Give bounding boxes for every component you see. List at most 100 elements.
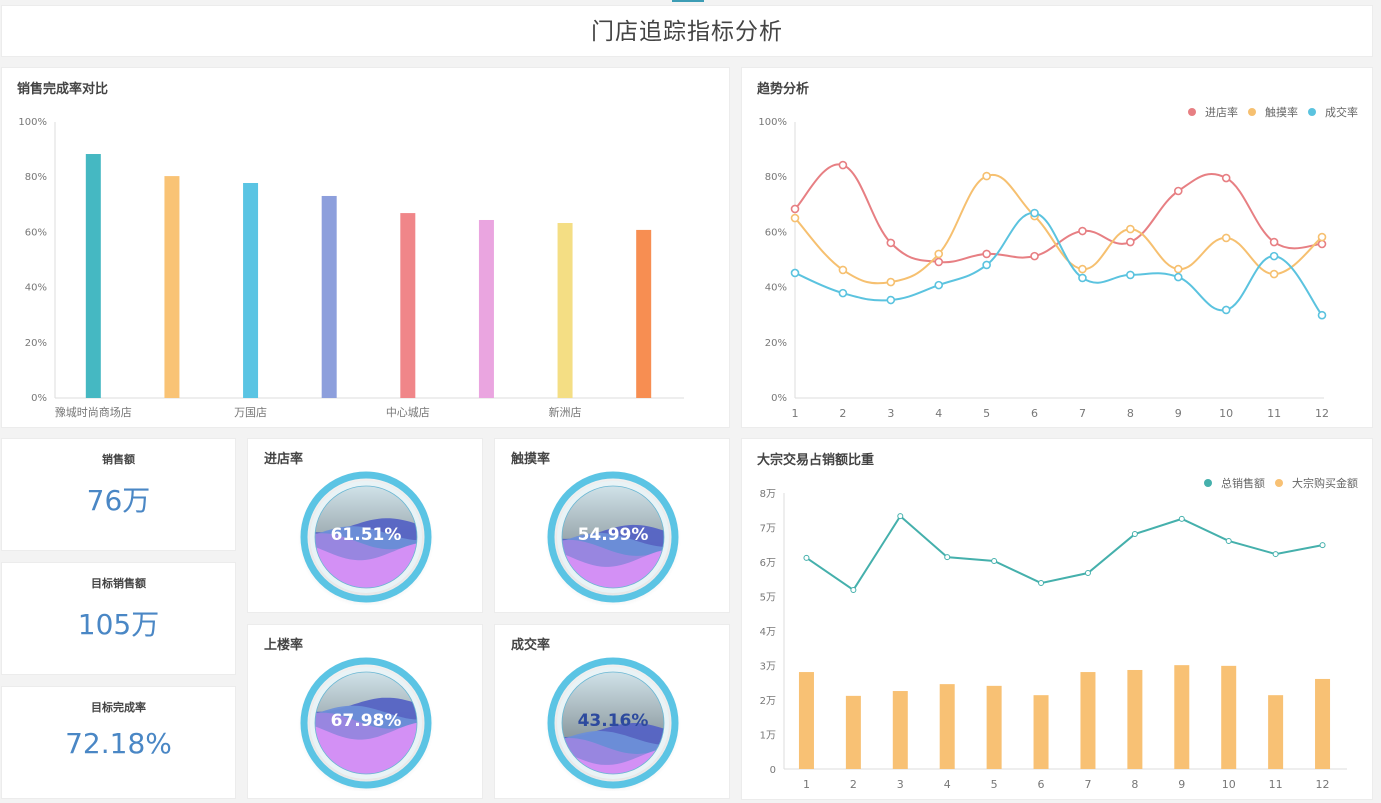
trend-chart[interactable]: 0%20%40%60%80%100%1 2 3 4 5 6 7 8 9 10 11 12 <box>742 68 1374 429</box>
data-point[interactable] <box>850 586 857 593</box>
data-point[interactable] <box>991 557 998 564</box>
data-point[interactable] <box>1126 224 1135 234</box>
x-tick-label: 4 <box>935 407 942 420</box>
x-tick-label: 3 <box>887 407 894 420</box>
x-tick-label: 8 <box>1131 778 1138 791</box>
legend-item[interactable]: 进店率 <box>1188 104 1238 120</box>
data-point[interactable] <box>1038 580 1045 587</box>
data-point[interactable] <box>838 288 848 298</box>
y-tick-label: 80% <box>765 172 787 183</box>
bar[interactable] <box>845 695 861 769</box>
data-point[interactable] <box>1272 551 1279 558</box>
data-point[interactable] <box>886 277 896 287</box>
y-tick-label: 0 <box>770 765 776 776</box>
data-point[interactable] <box>1173 264 1183 274</box>
data-point[interactable] <box>982 171 991 181</box>
data-point[interactable] <box>1131 531 1138 538</box>
data-point[interactable] <box>934 257 944 267</box>
data-point[interactable] <box>790 268 800 278</box>
top-tab-indicator[interactable] <box>672 0 704 2</box>
legend-item[interactable]: 成交率 <box>1308 104 1358 120</box>
x-tick-label: 7 <box>1079 407 1086 420</box>
wave-layer <box>562 747 664 774</box>
bar[interactable] <box>1174 665 1190 769</box>
series-line[interactable] <box>805 514 1323 592</box>
bar[interactable] <box>798 672 814 769</box>
legend-item[interactable]: 大宗购买金额 <box>1275 475 1358 491</box>
data-point[interactable] <box>1317 310 1327 320</box>
data-point[interactable] <box>1269 269 1279 279</box>
data-point[interactable] <box>982 249 991 259</box>
bar[interactable] <box>636 229 652 398</box>
data-point[interactable] <box>1078 226 1087 236</box>
data-point[interactable] <box>1269 237 1279 247</box>
data-point[interactable] <box>982 260 991 270</box>
bar[interactable] <box>1080 672 1096 769</box>
bar[interactable] <box>1033 695 1049 769</box>
legend-label: 总销售额 <box>1221 477 1265 490</box>
data-point[interactable] <box>1221 305 1231 315</box>
data-point[interactable] <box>1126 270 1135 280</box>
bar[interactable] <box>164 176 180 398</box>
data-point[interactable] <box>790 204 800 214</box>
gauge-outer-ring <box>300 471 432 603</box>
data-point[interactable] <box>944 554 951 561</box>
series-line[interactable] <box>794 212 1323 316</box>
bar[interactable] <box>400 213 416 398</box>
bar[interactable] <box>321 195 337 398</box>
bar[interactable] <box>85 154 101 398</box>
data-point[interactable] <box>803 554 810 561</box>
data-point[interactable] <box>1173 186 1183 196</box>
data-point[interactable] <box>1221 233 1231 243</box>
sales-completion-panel: 销售完成率对比 0% 20% 40% 60% 80% 100% 豫城时尚商场店 万国店 中心城店… <box>1 67 730 428</box>
data-point[interactable] <box>1084 570 1091 577</box>
data-point[interactable] <box>934 280 944 290</box>
data-point[interactable] <box>1269 251 1279 261</box>
data-point[interactable] <box>1126 237 1135 247</box>
gauge-title: 进店率 <box>264 452 304 467</box>
data-point[interactable] <box>1078 264 1087 274</box>
legend-item[interactable]: 触摸率 <box>1248 104 1298 120</box>
gauge-title: 触摸率 <box>511 452 551 467</box>
data-point[interactable] <box>1078 273 1087 283</box>
bar[interactable] <box>1315 678 1331 769</box>
bar[interactable] <box>1221 665 1237 769</box>
trend-panel: 趋势分析 进店率 触摸率 成交率 0% 20% 40% 60% 80% 100% 1 2 3 4 5 6 7… <box>741 67 1373 428</box>
bar[interactable] <box>1127 669 1143 769</box>
data-point[interactable] <box>886 238 896 248</box>
data-point[interactable] <box>1317 239 1327 249</box>
series-line[interactable] <box>794 173 1323 285</box>
data-point[interactable] <box>897 513 904 520</box>
data-point[interactable] <box>838 265 848 275</box>
kpi-value: 105万 <box>77 608 160 641</box>
gauge-graphic <box>545 471 681 607</box>
wave-layer <box>562 738 664 774</box>
y-tick-label: 5万 <box>760 593 776 604</box>
bar[interactable] <box>478 219 494 398</box>
bar[interactable] <box>557 223 573 398</box>
data-point[interactable] <box>1178 515 1185 522</box>
data-point[interactable] <box>1225 537 1232 544</box>
data-point[interactable] <box>1173 272 1183 282</box>
bar[interactable] <box>986 685 1002 769</box>
y-tick-label: 2万 <box>760 696 776 707</box>
bar[interactable] <box>1268 695 1284 769</box>
data-point[interactable] <box>1030 251 1039 261</box>
data-point[interactable] <box>886 295 896 305</box>
legend-label: 成交率 <box>1325 106 1358 119</box>
data-point[interactable] <box>1030 208 1039 218</box>
data-point[interactable] <box>838 160 848 170</box>
data-point[interactable] <box>1221 173 1231 183</box>
bar[interactable] <box>243 182 259 398</box>
bar[interactable] <box>892 691 908 769</box>
sales-completion-chart[interactable]: 0% 20% 40% 60% 80% 100% 豫城时尚商场店 万国店 中心城店 新洲店 <box>2 68 731 429</box>
data-point[interactable] <box>1317 232 1327 242</box>
y-tick-label: 7万 <box>760 524 776 535</box>
gauge-value: 61.51% <box>330 525 402 545</box>
data-point[interactable] <box>1319 542 1326 549</box>
data-point[interactable] <box>790 213 800 223</box>
legend-item[interactable]: 总销售额 <box>1204 475 1265 491</box>
bar[interactable] <box>939 684 955 769</box>
data-point[interactable] <box>934 249 944 259</box>
